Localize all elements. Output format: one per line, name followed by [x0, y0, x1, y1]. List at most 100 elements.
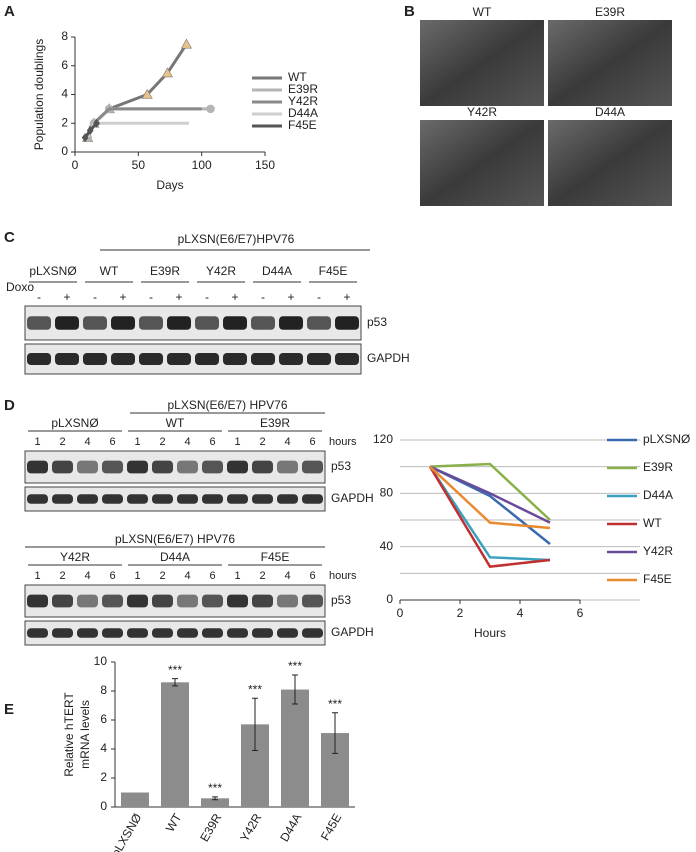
error-bar [172, 678, 178, 687]
band [127, 594, 148, 608]
y-tick-label: 2 [100, 770, 107, 784]
condition: + [231, 290, 238, 304]
error-bar [252, 697, 258, 751]
band [152, 460, 173, 474]
band [27, 628, 48, 638]
series-line [429, 462, 551, 521]
condition: + [175, 290, 182, 304]
band [111, 353, 135, 365]
band [335, 316, 359, 330]
group-label: E39R [260, 416, 290, 430]
y-tick-label: 6 [100, 712, 107, 726]
band [152, 494, 173, 504]
micrograph-label: Y42R [467, 105, 497, 119]
y-axis-label: Population doublings [32, 39, 46, 150]
band [279, 316, 303, 330]
band [77, 460, 98, 474]
significance: *** [248, 682, 262, 696]
x-tick-label: 6 [577, 606, 584, 620]
x-tick-label: 50 [132, 158, 146, 172]
legend-label: D44A [288, 106, 318, 120]
band [302, 460, 323, 474]
lane-label: 2 [59, 570, 65, 582]
legend-label: F45E [288, 118, 317, 132]
protein-label: GAPDH [331, 491, 374, 505]
lane-label: 4 [84, 436, 90, 448]
bar [201, 798, 229, 807]
micrograph [548, 20, 672, 106]
bar [121, 792, 149, 807]
band [102, 594, 123, 608]
lane-label: 6 [109, 436, 115, 448]
panel-letter: E [4, 701, 14, 718]
band [279, 353, 303, 365]
legend-label: F45E [643, 572, 672, 586]
group-label: pLXSNØ [29, 264, 76, 278]
panel-letter: B [404, 3, 415, 20]
lane-label: 1 [134, 570, 140, 582]
protein-label: p53 [331, 459, 351, 473]
band [252, 494, 273, 504]
blot-strip [24, 486, 326, 512]
x-tick-label: E39R [197, 811, 224, 844]
band [27, 494, 48, 504]
unit: hours [329, 436, 357, 448]
lane-label: 2 [159, 436, 165, 448]
band [202, 628, 223, 638]
lane-label: 6 [209, 570, 215, 582]
band [27, 460, 48, 474]
y-tick-label: 6 [61, 58, 68, 72]
x-tick-label: 0 [397, 606, 404, 620]
blot-strip [24, 343, 362, 375]
x-tick-label: 2 [457, 606, 464, 620]
group-label: E39R [150, 264, 180, 278]
significance: *** [168, 663, 182, 677]
x-tick-label: Y42R [237, 811, 264, 844]
protein-label: GAPDH [367, 351, 410, 365]
error-bar [332, 712, 338, 754]
band [251, 353, 275, 365]
band [55, 316, 79, 330]
band [195, 353, 219, 365]
legend-label: WT [643, 516, 662, 530]
marker [86, 125, 94, 135]
band [102, 628, 123, 638]
band [27, 316, 51, 330]
band [277, 494, 298, 504]
micrograph-label: E39R [595, 5, 625, 19]
lane-label: 1 [234, 436, 240, 448]
y-axis-label: Relative hTERT [62, 692, 76, 777]
band [27, 594, 48, 608]
x-axis-label: Days [156, 178, 183, 192]
group-label: F45E [261, 550, 290, 564]
significance: *** [328, 697, 342, 711]
condition: - [149, 290, 153, 304]
band [227, 594, 248, 608]
micrograph [420, 120, 544, 206]
x-tick-label: 150 [255, 158, 275, 172]
lane-label: 6 [309, 436, 315, 448]
error-bar [292, 674, 298, 705]
band [252, 460, 273, 474]
lane-label: 4 [184, 436, 190, 448]
y-tick-label: 0 [386, 592, 393, 606]
x-tick-label: D44A [277, 811, 304, 844]
band [83, 316, 107, 330]
blot-strip [24, 305, 362, 341]
lane-label: 4 [284, 570, 290, 582]
significance: *** [208, 781, 222, 795]
lane-label: 1 [34, 570, 40, 582]
band [127, 628, 148, 638]
bar [161, 682, 189, 807]
band [227, 628, 248, 638]
lane-label: 1 [34, 436, 40, 448]
marker [93, 118, 100, 128]
band [52, 594, 73, 608]
y-axis-label: mRNA levels [78, 700, 92, 769]
y-tick-label: 120 [373, 432, 393, 446]
band [167, 353, 191, 365]
band [227, 494, 248, 504]
condition: - [205, 290, 209, 304]
condition: + [63, 290, 70, 304]
